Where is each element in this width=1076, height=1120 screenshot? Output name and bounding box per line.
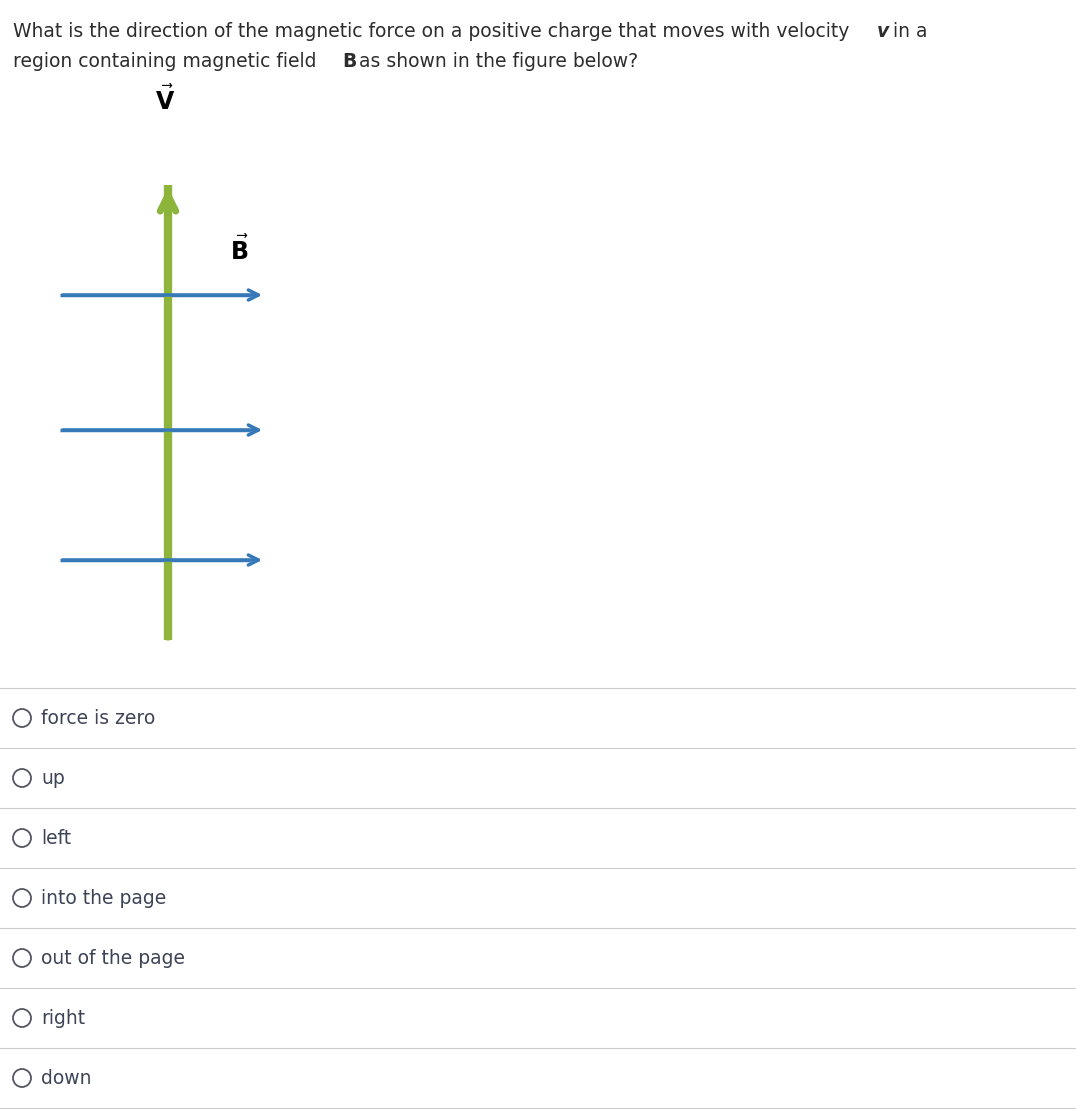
Text: as shown in the figure below?: as shown in the figure below? xyxy=(353,52,638,71)
Text: region containing magnetic field: region containing magnetic field xyxy=(13,52,323,71)
Text: $\vec{\mathbf{B}}$: $\vec{\mathbf{B}}$ xyxy=(230,235,249,265)
Text: $\vec{\mathbf{V}}$: $\vec{\mathbf{V}}$ xyxy=(155,85,175,115)
Text: out of the page: out of the page xyxy=(41,949,185,968)
Text: up: up xyxy=(41,768,65,787)
Text: left: left xyxy=(41,829,71,848)
Text: B: B xyxy=(342,52,356,71)
Text: right: right xyxy=(41,1008,85,1027)
Text: in a: in a xyxy=(887,22,928,41)
Text: into the page: into the page xyxy=(41,888,167,907)
Text: force is zero: force is zero xyxy=(41,709,155,728)
Text: v: v xyxy=(877,22,889,41)
Text: down: down xyxy=(41,1068,91,1088)
Text: What is the direction of the magnetic force on a positive charge that moves with: What is the direction of the magnetic fo… xyxy=(13,22,855,41)
